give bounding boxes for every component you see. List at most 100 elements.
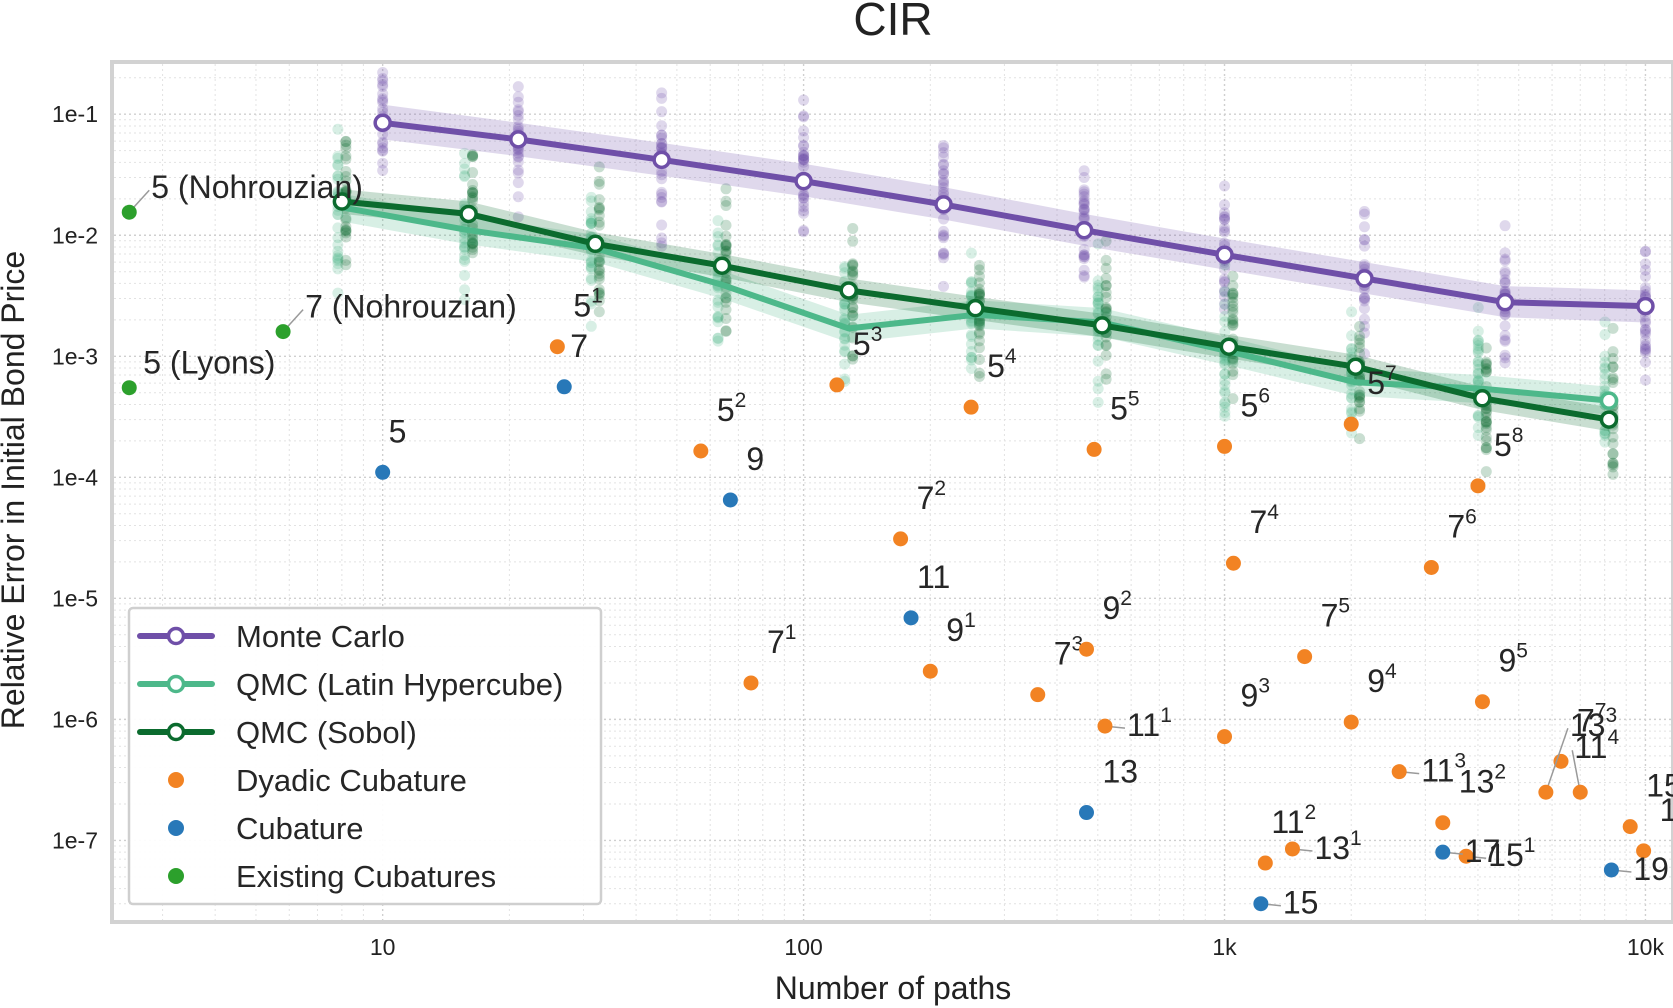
run-dot: [1599, 329, 1611, 341]
run-dot: [720, 183, 732, 195]
run-dot: [459, 249, 471, 261]
point-label-base: 9: [1498, 643, 1516, 679]
run-dot: [1092, 291, 1104, 303]
legend-label: QMC (Latin Hypercube): [236, 667, 563, 702]
series-marker: [1599, 410, 1619, 429]
run-dot: [1599, 361, 1611, 373]
y-tick-label: 1e-2: [52, 222, 98, 248]
run-dot: [512, 156, 524, 168]
x-tick-label: 10k: [1627, 934, 1665, 960]
run-dot: [377, 88, 389, 100]
run-dot: [656, 219, 668, 231]
run-dot: [340, 224, 352, 236]
run-dot: [512, 164, 524, 176]
run-dot: [512, 121, 524, 133]
run-dot: [332, 222, 344, 234]
run-dot: [332, 170, 344, 182]
point-label: 171: [1660, 789, 1673, 828]
series-marker: [1219, 337, 1239, 356]
run-dot: [938, 213, 950, 225]
run-dot: [593, 256, 605, 268]
point-label-exponent: 7: [1385, 362, 1397, 385]
run-dot: [1358, 221, 1370, 233]
run-dot: [340, 150, 352, 162]
run-dot: [965, 329, 977, 341]
run-dot: [1599, 380, 1611, 392]
run-dot: [1100, 368, 1112, 380]
run-dot: [1599, 427, 1611, 439]
point-label-exponent: 2: [1494, 761, 1506, 784]
run-dot: [512, 150, 524, 162]
run-dot: [1599, 436, 1611, 448]
run-dot: [459, 233, 471, 245]
y-axis-label: Relative Error in Initial Bond Price: [0, 251, 31, 729]
point-label: 55: [1110, 387, 1139, 426]
run-dot: [973, 288, 985, 300]
run-dot: [1358, 208, 1370, 220]
run-dot: [332, 232, 344, 244]
run-dot: [938, 229, 950, 241]
run-dot: [332, 123, 344, 135]
run-dot: [1472, 363, 1484, 375]
run-dot: [656, 166, 668, 178]
run-dot: [1227, 365, 1239, 377]
point-label: 77: [1577, 699, 1606, 738]
cubature-point: [1225, 555, 1241, 571]
run-dot: [720, 304, 732, 316]
run-dot: [585, 255, 597, 267]
point-label: 75: [1321, 595, 1350, 634]
run-dot: [1639, 285, 1651, 297]
run-dot: [1092, 396, 1104, 408]
point-label-exponent: 2: [735, 389, 747, 412]
run-dot: [1219, 358, 1231, 370]
point-label: 54: [987, 345, 1017, 384]
run-dot: [712, 231, 724, 243]
run-dot: [798, 161, 810, 173]
point-label: 53: [853, 323, 882, 362]
run-dot: [847, 270, 859, 282]
run-dot: [593, 306, 605, 318]
run-dot: [1639, 317, 1651, 329]
run-dot: [1358, 293, 1370, 305]
run-dot: [1354, 337, 1366, 349]
run-dot: [712, 296, 724, 308]
series-marker: [509, 130, 528, 149]
run-dot: [512, 177, 524, 189]
run-dot: [512, 167, 524, 179]
run-dot: [340, 212, 352, 224]
run-dot: [1346, 392, 1358, 404]
point-label-base: 9: [746, 441, 764, 477]
run-dot: [1639, 347, 1651, 359]
x-tick-label: 1k: [1212, 934, 1237, 960]
run-dot: [798, 224, 810, 236]
run-dot: [1639, 264, 1651, 276]
run-dot: [1078, 249, 1090, 261]
run-dot: [1219, 291, 1231, 303]
run-dot: [1100, 349, 1112, 361]
run-dot: [467, 187, 479, 199]
series-marker: [1355, 269, 1374, 288]
legend-label: Existing Cubatures: [236, 859, 496, 894]
run-dot: [1100, 303, 1112, 315]
run-dot: [1639, 246, 1651, 258]
run-dot: [1219, 214, 1231, 226]
point-label: 133: [1570, 704, 1617, 743]
run-dot: [1607, 353, 1619, 365]
run-dot: [1100, 280, 1112, 292]
run-dot: [1100, 340, 1112, 352]
run-dot: [938, 147, 950, 159]
run-dot: [965, 351, 977, 363]
run-dot: [1599, 368, 1611, 380]
point-label-base: 5: [573, 288, 591, 324]
run-dot: [1472, 374, 1484, 386]
run-dot: [377, 73, 389, 85]
point-label-exponent: 1: [1160, 704, 1172, 727]
run-dot: [1358, 206, 1370, 218]
run-dot: [340, 135, 352, 147]
run-dot: [1219, 286, 1231, 298]
run-dot: [377, 142, 389, 154]
run-dot: [1480, 411, 1492, 423]
run-dot: [847, 306, 859, 318]
run-dot: [585, 261, 597, 273]
point-label: 5: [389, 413, 407, 449]
